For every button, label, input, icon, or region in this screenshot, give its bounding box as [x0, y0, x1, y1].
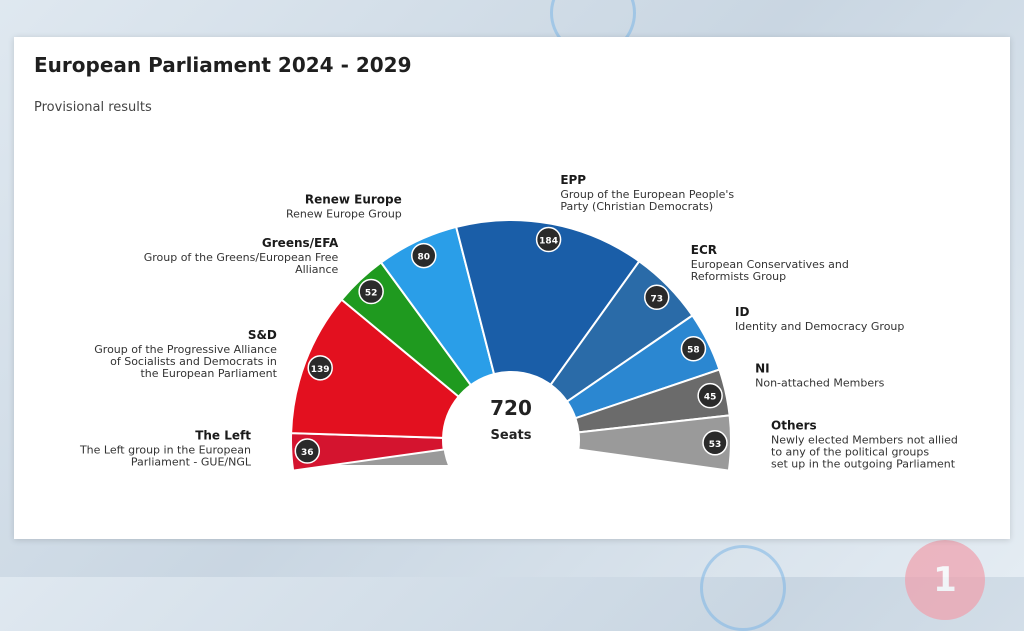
seat-count-badge-circle [307, 355, 333, 381]
chart-subtitle: Provisional results [34, 100, 152, 115]
seat-count-badge-circle [680, 335, 707, 362]
total-seats-label: Seats [491, 428, 532, 443]
series-name-line: to any of the political groups [771, 445, 929, 458]
series-abbr: ID [735, 305, 749, 319]
seat-count-badge: 52 [358, 278, 384, 305]
series-abbr: ECR [691, 243, 717, 257]
center-hole [443, 372, 579, 508]
total-seats-value: 720 [490, 396, 532, 420]
seat-count-badge: 36 [294, 438, 321, 464]
series-name-line: Renew Europe Group [286, 208, 402, 221]
parliament-chart: 720 Seats 36 139 52 80 184 73 58 45 53 The LeftT… [79, 173, 958, 508]
seat-count-value: 73 [650, 294, 663, 304]
seat-count-badge: 58 [680, 335, 707, 362]
seat-count-value: 45 [704, 393, 717, 403]
seat-count-badge-circle [294, 438, 321, 464]
seat-count-badge-circle [535, 226, 562, 253]
series-name-line: European Conservatives and [691, 258, 849, 271]
seat-count-badge-circle [697, 382, 723, 409]
seat-count-badge: 139 [307, 355, 333, 381]
series-abbr: S&D [248, 328, 277, 342]
series-abbr: Renew Europe [305, 193, 402, 207]
series-name-line: Parliament - GUE/NGL [131, 455, 252, 468]
seat-count-badge-circle [643, 284, 670, 311]
seat-count-badge: 184 [535, 226, 562, 253]
chart-card: European Parliament 2024 - 2029 Provisio… [14, 37, 1010, 539]
seat-count-badge: 45 [697, 382, 723, 409]
seat-count-value: 36 [301, 448, 314, 458]
seat-count-value: 184 [539, 236, 558, 246]
series-name-line: Reformists Group [691, 270, 786, 283]
seat-count-value: 58 [687, 346, 700, 356]
background-badge-icon: 1 [905, 540, 985, 620]
background-globe-icon [700, 545, 786, 631]
series-name-line: Group of the Progressive Alliance [94, 343, 277, 356]
series-name-line: set up in the outgoing Parliament [771, 457, 956, 470]
series-abbr: EPP [560, 173, 586, 187]
series-abbr: The Left [195, 428, 251, 442]
series-name-line: of Socialists and Democrats in [110, 355, 277, 368]
series-name-line: Non-attached Members [755, 377, 885, 390]
series-abbr: Others [771, 418, 817, 432]
series-name-line: Identity and Democracy Group [735, 320, 904, 333]
series-name-line: the European Parliament [140, 367, 277, 380]
seat-count-badge-circle [702, 430, 728, 456]
series-name-line: Newly elected Members not allied [771, 433, 958, 446]
seat-count-badge-circle [358, 278, 384, 305]
chart-title: European Parliament 2024 - 2029 [34, 53, 412, 77]
seat-count-badge: 73 [643, 284, 670, 311]
series-name-line: Party (Christian Democrats) [560, 200, 713, 213]
series-name-line: The Left group in the European [79, 443, 251, 456]
seat-count-badge: 53 [702, 430, 728, 456]
series-name-line: Group of the Greens/European Free [144, 251, 339, 264]
series-abbr: Greens/EFA [262, 236, 339, 250]
series-name-line: Alliance [295, 263, 338, 276]
seat-count-badge: 80 [411, 242, 437, 269]
seat-count-badge-circle [411, 242, 437, 269]
seat-count-value: 139 [311, 365, 330, 375]
seat-count-value: 53 [709, 440, 722, 450]
series-name-line: Group of the European People's [560, 188, 734, 201]
seat-count-value: 52 [365, 288, 378, 298]
seat-count-value: 80 [417, 253, 430, 263]
series-abbr: NI [755, 362, 770, 376]
